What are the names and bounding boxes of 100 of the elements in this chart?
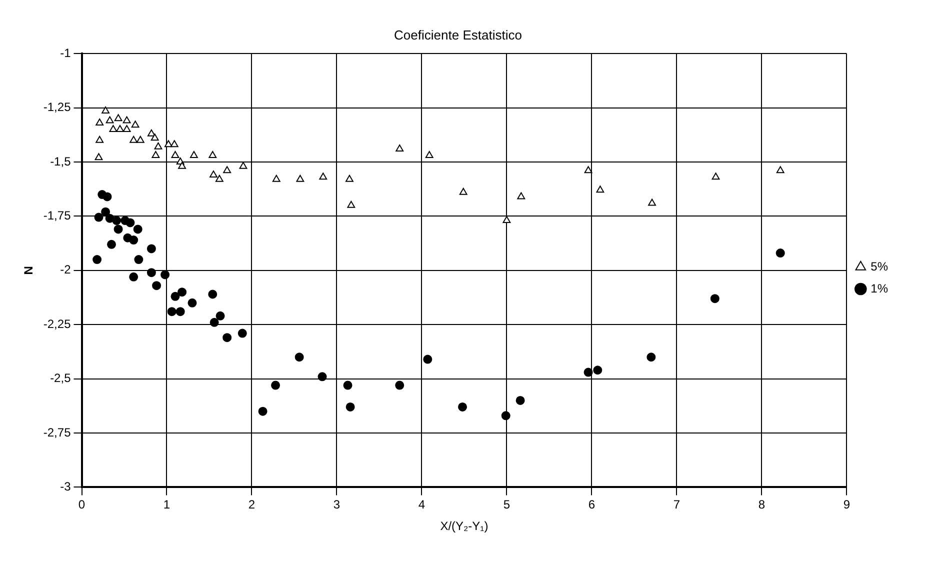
point xyxy=(346,174,354,182)
point xyxy=(94,212,104,222)
point xyxy=(423,354,432,364)
y-tick-label: -2 xyxy=(60,262,72,277)
point xyxy=(347,200,356,208)
point xyxy=(96,118,104,126)
point xyxy=(208,150,217,158)
point xyxy=(170,292,180,301)
x-tick-label: 3 xyxy=(333,498,340,512)
legend-label: 5% xyxy=(870,259,888,274)
point xyxy=(584,166,592,174)
point xyxy=(648,198,656,206)
point xyxy=(593,366,602,375)
point xyxy=(131,120,140,128)
point xyxy=(272,174,280,182)
point xyxy=(178,162,186,169)
x-axis-title: X/(Y₂-Y₁) xyxy=(440,519,488,534)
x-tick-label: 5 xyxy=(503,498,510,512)
point xyxy=(319,172,328,180)
point xyxy=(146,268,156,278)
y-tick-label: -1,5 xyxy=(50,154,72,168)
point xyxy=(171,150,180,158)
point xyxy=(102,106,110,114)
point xyxy=(596,186,604,193)
y-axis-title: N xyxy=(22,266,36,275)
point xyxy=(459,188,468,195)
point xyxy=(318,372,327,382)
point xyxy=(150,134,159,141)
point xyxy=(114,114,122,122)
point xyxy=(107,240,116,249)
point xyxy=(712,172,720,180)
point xyxy=(210,170,218,178)
point xyxy=(146,244,156,254)
point xyxy=(129,236,138,245)
point xyxy=(776,248,785,258)
point xyxy=(102,192,112,202)
y-tick-label: -1,75 xyxy=(43,208,72,223)
point xyxy=(502,216,511,224)
point xyxy=(216,311,225,320)
point xyxy=(122,124,131,132)
point xyxy=(776,166,784,174)
y-tick-label: -1 xyxy=(60,46,72,60)
point xyxy=(122,116,131,124)
point xyxy=(160,270,170,280)
point xyxy=(425,150,434,158)
point xyxy=(152,150,160,158)
point xyxy=(584,368,593,377)
point xyxy=(296,174,304,182)
x-tick-label: 8 xyxy=(758,498,766,512)
point xyxy=(188,298,197,308)
point xyxy=(516,396,525,405)
point xyxy=(346,402,355,412)
y-tick-label: -2,75 xyxy=(43,425,72,440)
point xyxy=(109,124,118,132)
point xyxy=(395,380,404,390)
chart-title: Coeficiente Estatistico xyxy=(394,27,522,42)
point xyxy=(223,166,232,174)
point xyxy=(517,192,526,200)
point xyxy=(96,136,104,143)
point xyxy=(129,272,138,282)
point xyxy=(646,352,656,362)
point xyxy=(190,150,198,158)
point xyxy=(136,136,144,143)
x-tick-label: 7 xyxy=(673,498,680,512)
point xyxy=(130,136,138,143)
point xyxy=(112,216,122,226)
point xyxy=(258,406,268,416)
point xyxy=(170,140,178,148)
point xyxy=(106,116,114,124)
x-tick-label: 1 xyxy=(163,498,170,512)
point xyxy=(114,224,123,234)
point xyxy=(94,153,103,160)
point xyxy=(294,352,304,362)
point xyxy=(396,144,404,152)
y-tick-label: -1,25 xyxy=(43,100,72,114)
point xyxy=(222,333,232,342)
point xyxy=(210,318,219,327)
point xyxy=(710,294,720,304)
point xyxy=(154,142,162,150)
y-tick-label: -2,25 xyxy=(43,316,72,331)
point xyxy=(133,224,142,234)
point xyxy=(176,307,185,316)
point xyxy=(167,307,176,316)
x-tick-label: 6 xyxy=(588,498,596,512)
point xyxy=(147,129,156,136)
point xyxy=(239,162,248,169)
point xyxy=(126,218,135,228)
point xyxy=(164,140,172,148)
point xyxy=(343,380,352,390)
point xyxy=(152,281,162,290)
point xyxy=(238,328,247,338)
point xyxy=(101,207,110,216)
x-tick-label: 0 xyxy=(78,498,86,512)
point xyxy=(215,174,224,182)
point xyxy=(178,288,187,297)
point xyxy=(208,290,218,299)
point xyxy=(116,124,124,132)
point xyxy=(501,411,510,420)
x-tick-label: 4 xyxy=(418,498,426,512)
x-tick-label: 2 xyxy=(248,498,256,512)
